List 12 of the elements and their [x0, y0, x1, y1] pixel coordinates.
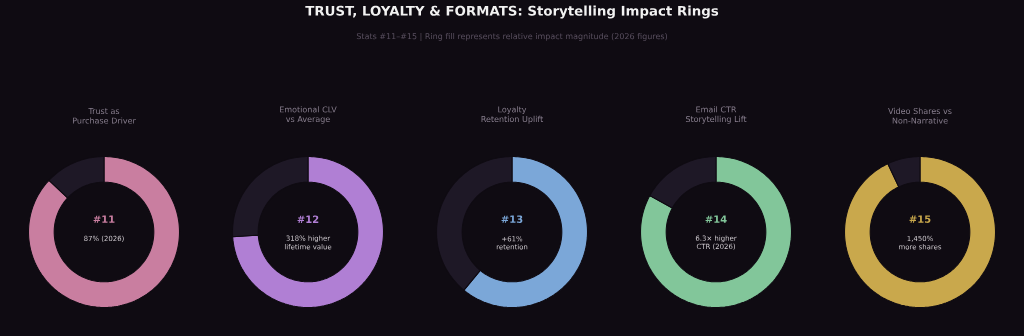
- chart-title: Email CTR Storytelling Lift: [685, 106, 747, 124]
- text: TRUST, LOYALTY & FORMATS: Storytelling Impact Rings: [305, 5, 719, 19]
- chart-title: Loyalty Retention Uplift: [481, 106, 544, 124]
- text: #15: [909, 215, 931, 223]
- text: #12: [297, 215, 319, 223]
- text: #13: [501, 215, 523, 223]
- chart-title: Trust as Purchase Driver: [72, 108, 136, 124]
- chart-title: Video Shares vs Non-Narrative: [888, 107, 952, 124]
- chart-title: Emotional CLV vs Average: [280, 106, 337, 124]
- text: Stats #11–#15 | Ring fill represents relative impact magnitude (2026 figures): [356, 32, 667, 41]
- text: #14: [705, 215, 727, 223]
- text: #11: [93, 215, 115, 223]
